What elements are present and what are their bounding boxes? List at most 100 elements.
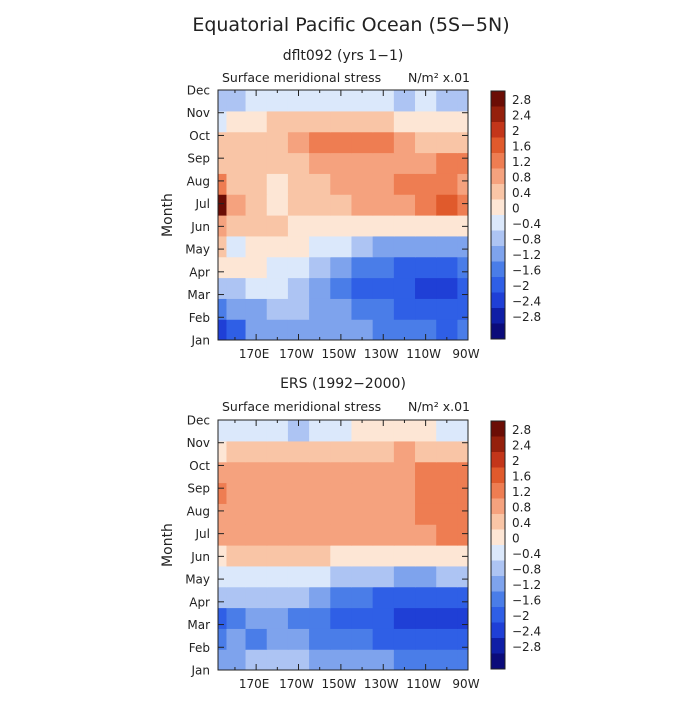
heatmap-cell [218,440,228,463]
y-tick-label: Jul [195,527,210,541]
colorbar-swatch [491,153,505,169]
heatmap-cell [330,524,353,546]
heatmap-cell [266,565,289,588]
x-tick-label: 130W [364,677,399,691]
colorbar-label: −0.8 [512,563,541,577]
colorbar-label: −1.2 [512,248,541,262]
heatmap-cell [351,545,374,567]
heatmap-cell [309,173,331,195]
heatmap-cell [309,277,331,299]
heatmap-cell [457,503,468,525]
heatmap-cell [330,131,353,154]
heatmap-cell [351,256,374,279]
heatmap-cell [218,110,228,133]
heatmap-cell [245,215,268,237]
colorbar-label: −0.8 [512,233,541,247]
heatmap-cell [226,194,247,216]
heatmap-cell [309,503,331,525]
heatmap-cell [393,298,416,320]
heatmap-cell [226,586,247,609]
heatmap-cell [266,628,289,650]
units-label: N/m² x.01 [408,399,470,414]
heatmap-cell [309,440,331,463]
heatmap-cell [266,110,289,133]
colorbar-swatch [491,106,505,123]
y-tick-label: Nov [187,106,210,120]
heatmap-cell [330,215,353,237]
heatmap-cell [226,319,247,340]
heatmap-cell [457,586,468,609]
heatmap-cell [393,524,416,546]
colorbar-label: 2.8 [512,423,531,437]
heatmap-cell [457,440,468,463]
heatmap-cell [372,215,395,237]
heatmap-area [218,420,468,670]
heatmap-cell [309,461,331,484]
colorbar-swatch [491,308,505,324]
heatmap-cell [226,277,247,299]
heatmap-cell [218,607,228,629]
heatmap-cell [372,565,395,588]
heatmap-cell [415,440,437,463]
heatmap-cell [266,173,289,195]
heatmap-cell [372,482,395,504]
y-axis-label: Month [160,193,176,237]
heatmap-cell [415,152,437,174]
heatmap-cell [266,319,289,340]
heatmap-cell [226,256,247,279]
heatmap-cell [457,90,468,112]
heatmap-cell [393,482,416,504]
heatmap-cell [266,461,289,484]
heatmap-cell [245,90,268,112]
heatmap-cell [415,277,437,299]
heatmap-cell [393,420,416,442]
heatmap-cell [218,545,228,567]
colorbar-label: −2.8 [512,310,541,324]
heatmap-cell [436,586,459,609]
colorbar-swatch [491,421,505,437]
heatmap-cell [218,235,228,258]
heatmap-cell [218,90,228,112]
heatmap-cell [436,298,459,320]
x-tick-label: 170W [279,347,314,361]
heatmap-cell [415,420,437,442]
heatmap-cell [457,524,468,546]
colorbar-swatch [491,246,505,262]
heatmap-cell [436,503,459,525]
colorbar-swatch [491,137,505,154]
heatmap-cell [436,545,459,567]
heatmap-cell [436,649,459,670]
heatmap-cell [309,524,331,546]
heatmap-cell [351,298,374,320]
y-tick-label: Mar [187,288,210,302]
heatmap-cell [351,565,374,588]
heatmap-cell [309,152,331,174]
colorbar-swatch [491,576,505,592]
heatmap-cell [330,461,353,484]
colorbar-swatch [491,529,505,546]
heatmap-cell [393,131,416,154]
heatmap-cell [415,607,437,629]
heatmap-cell [266,420,289,442]
heatmap-cell [436,256,459,279]
heatmap-cell [218,298,228,320]
heatmap-cell [309,586,331,609]
heatmap-cell [415,565,437,588]
heatmap-cell [393,628,416,650]
colorbar-swatch [491,215,505,231]
heatmap-cell [330,235,353,258]
heatmap-cell [287,586,310,609]
heatmap-cell [351,173,374,195]
heatmap-cell [372,256,395,279]
heatmap-cell [287,110,310,133]
heatmap-cell [330,503,353,525]
heatmap-cell [436,524,459,546]
heatmap-cell [245,298,268,320]
heatmap-cell [393,461,416,484]
heatmap-cell [245,235,268,258]
heatmap-cell [287,173,310,195]
heatmap-cell [415,586,437,609]
heatmap-cell [393,110,416,133]
y-tick-label: Jan [191,334,211,348]
heatmap-cell [372,440,395,463]
